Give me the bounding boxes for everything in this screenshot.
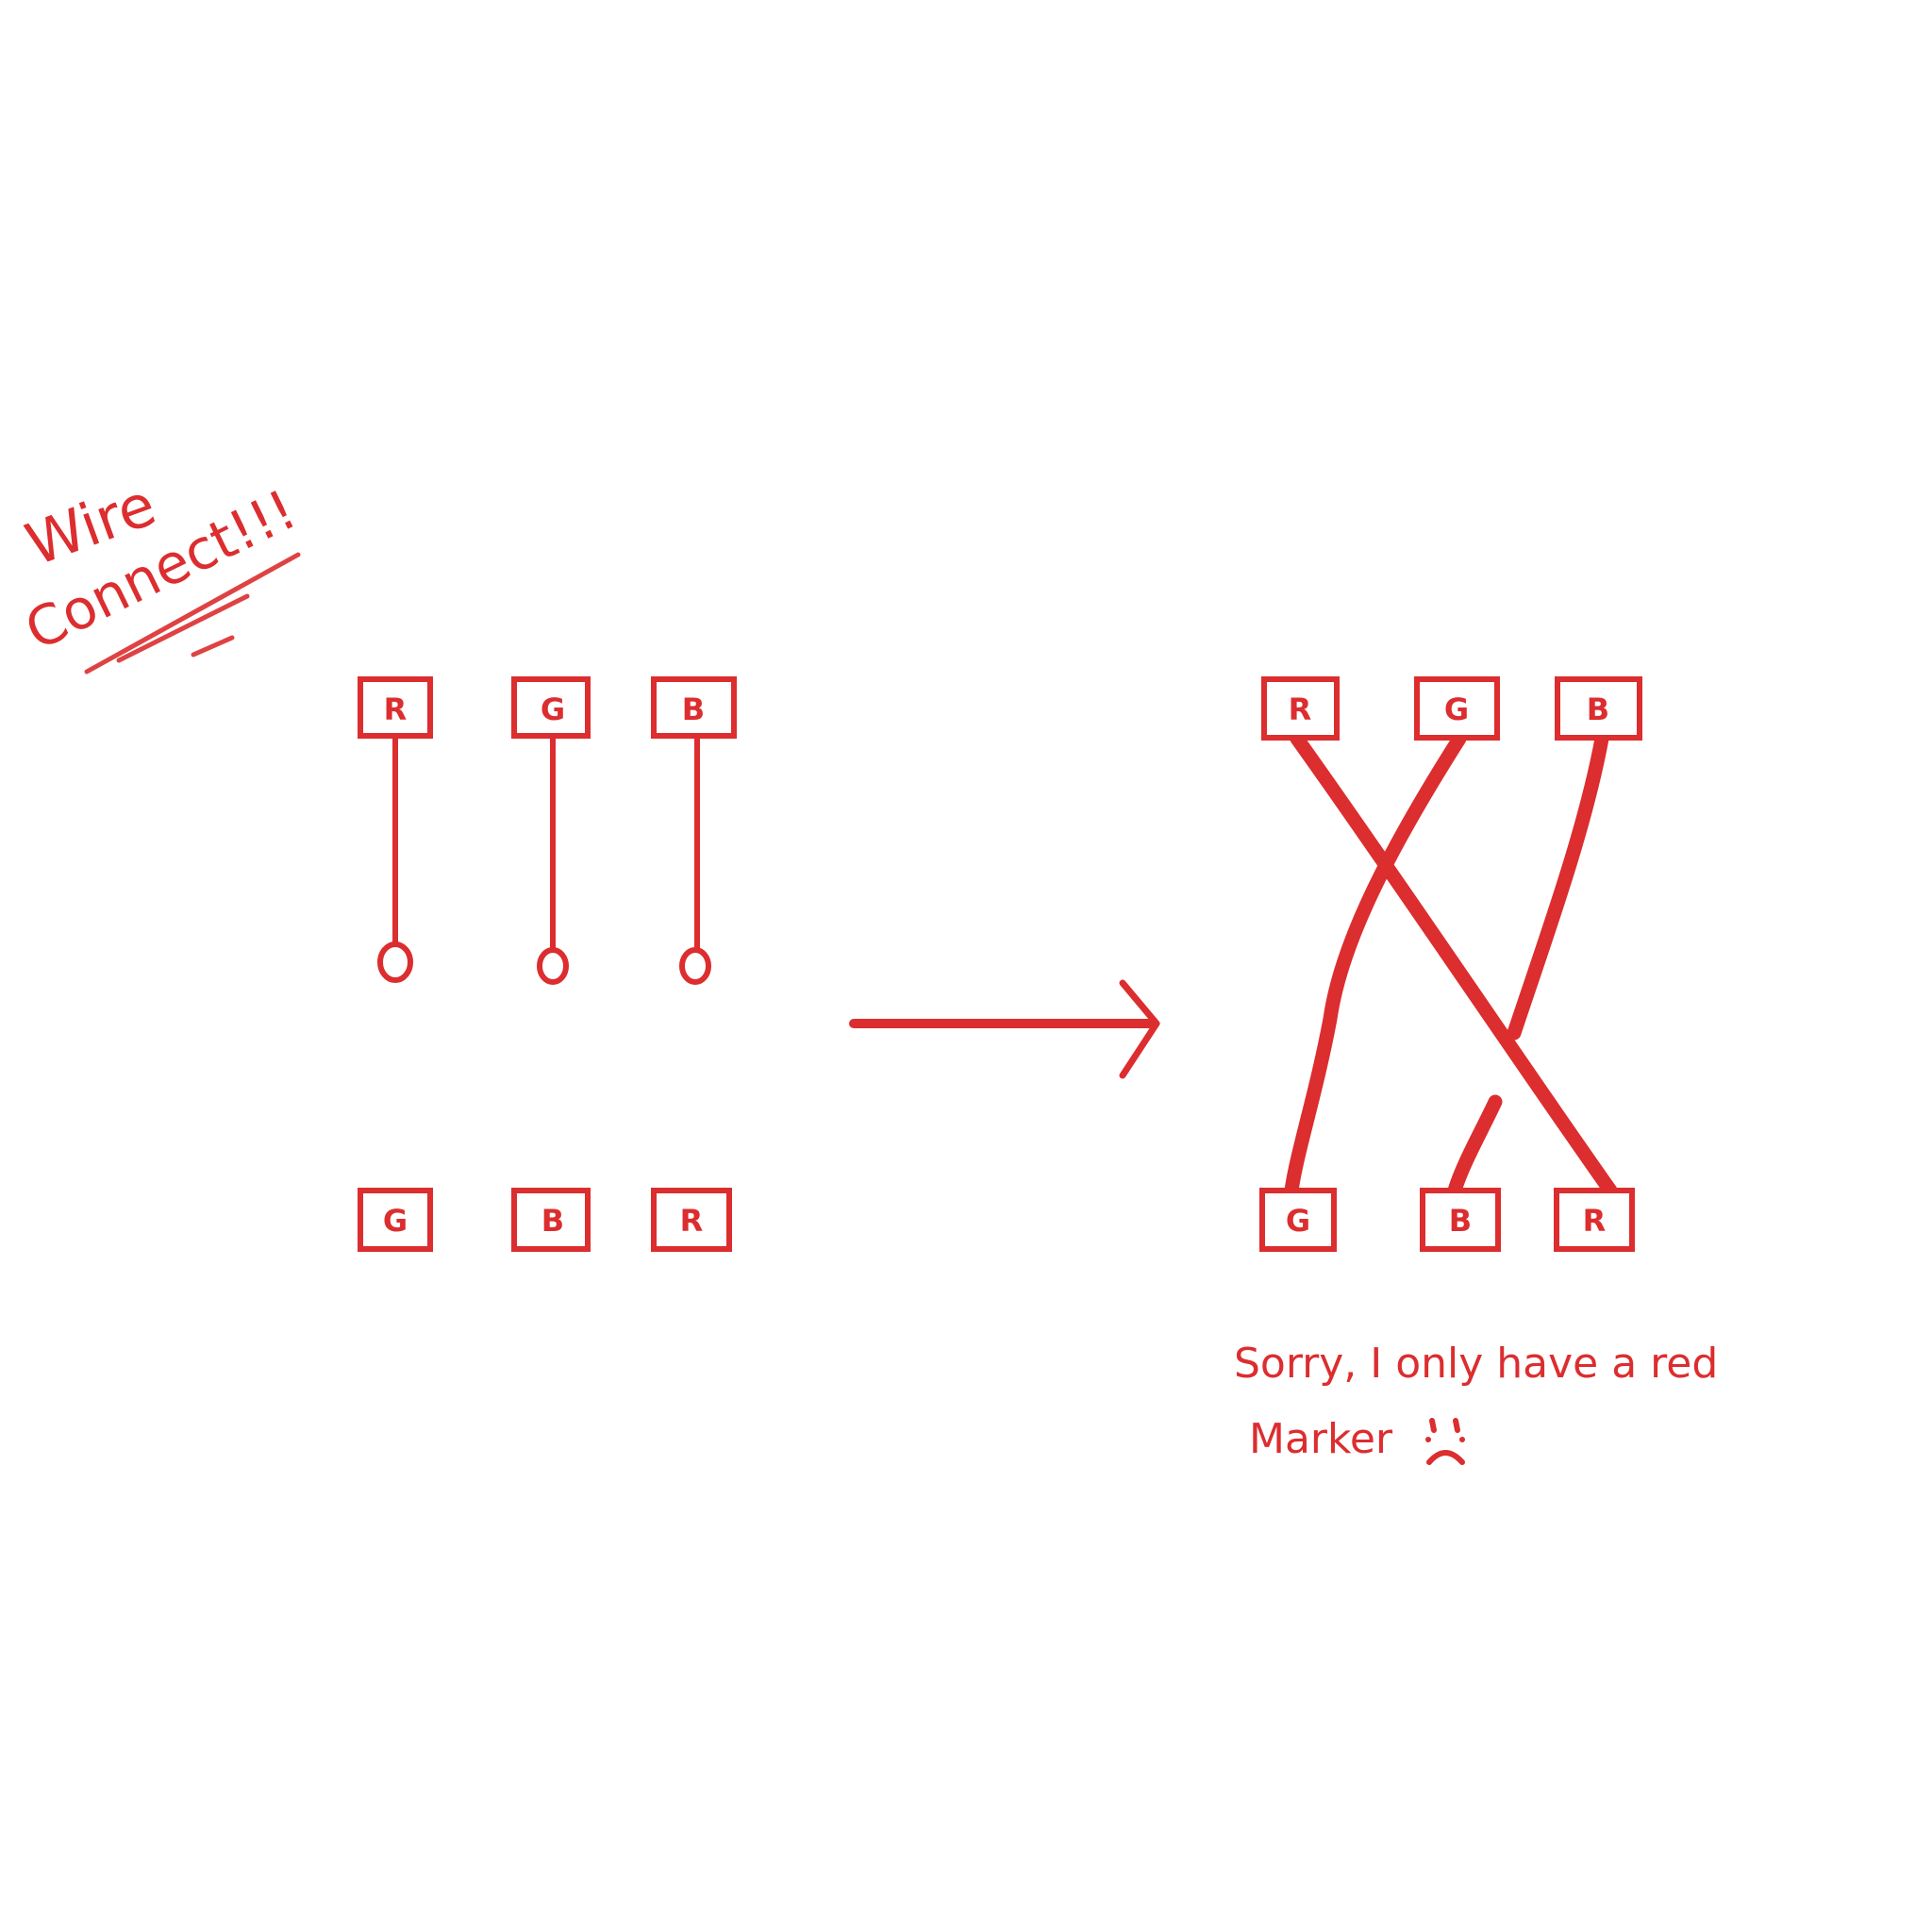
right-bottom-box-g: G [1259,1188,1337,1252]
left-bottom-box-g: G [358,1188,433,1252]
left-top-box-b: B [651,676,737,739]
arrow-head [1119,979,1160,1079]
title-underline-3 [191,635,235,658]
left-bottom-box-r: R [651,1188,732,1252]
left-bottom-label-r: R [680,1203,704,1239]
right-top-box-r: R [1261,676,1340,741]
right-top-label-r: R [1289,691,1312,727]
sad-face-icon [1425,1418,1465,1465]
left-top-box-g: G [511,676,591,739]
left-top-box-r: R [358,676,433,739]
right-bottom-box-r: R [1554,1188,1635,1252]
right-arrow-icon [849,979,1160,1079]
right-bottom-label-r: R [1583,1203,1607,1239]
right-bottom-label-g: G [1286,1203,1310,1239]
title-group: Wire Connect!!! [15,470,306,675]
right-top-box-b: B [1555,676,1642,741]
left-wire-end-g [537,947,569,985]
left-bottom-box-b: B [511,1188,591,1252]
left-top-label-g: G [541,691,565,727]
right-diagram: R G B G B R [1259,676,1642,1252]
note-line-2: Marker [1249,1415,1393,1463]
left-bottom-label-g: G [383,1203,408,1239]
title-underline-2 [116,593,250,663]
left-wire-end-r [377,941,413,983]
right-wire-g-to-g [1284,731,1467,1198]
title-underline-1 [84,552,301,675]
left-diagram: R G B G B R [358,676,737,1252]
right-bottom-label-b: B [1449,1203,1472,1239]
left-bottom-label-b: B [541,1203,564,1239]
right-top-label-b: B [1587,691,1609,727]
right-top-label-g: G [1444,691,1469,727]
right-top-box-g: G [1414,676,1500,741]
left-top-label-b: B [682,691,705,727]
note-group: Sorry, I only have a red Marker [1234,1340,1718,1465]
right-wire-r-to-r [1290,731,1618,1198]
note-line-1: Sorry, I only have a red [1234,1340,1718,1388]
right-wire-b-to-b [1447,731,1609,1198]
left-top-label-r: R [384,691,408,727]
left-wire-end-b [679,947,711,985]
right-bottom-box-b: B [1420,1188,1501,1252]
